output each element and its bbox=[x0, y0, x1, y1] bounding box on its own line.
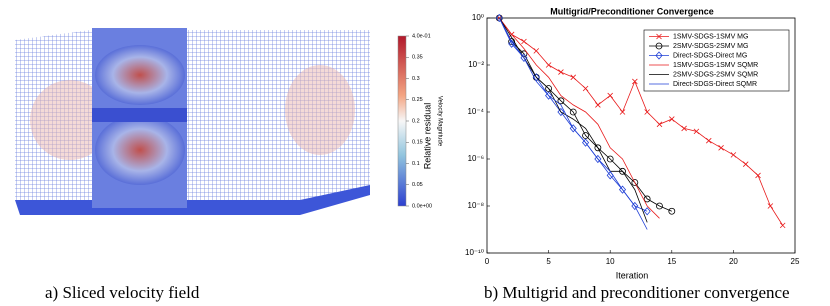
marker bbox=[569, 124, 577, 133]
legend-label: Direct-SDGS-Direct SQMR bbox=[673, 81, 757, 88]
x-tick-label: 0 bbox=[485, 257, 490, 266]
colorbar-tick-label: 0.35 bbox=[412, 55, 423, 61]
legend-label: 1SMV-SDGS-1SMV MG bbox=[673, 33, 748, 40]
colorbar-tick-label: 0.05 bbox=[412, 182, 423, 188]
marker bbox=[606, 155, 614, 163]
caption-a: a) Sliced velocity field bbox=[45, 283, 200, 302]
marker bbox=[570, 74, 577, 81]
marker bbox=[730, 152, 737, 158]
marker bbox=[643, 207, 651, 216]
marker bbox=[557, 97, 565, 105]
marker bbox=[631, 179, 639, 186]
marker bbox=[557, 107, 565, 117]
colorbar-tick-label: 0.3 bbox=[412, 76, 420, 82]
marker bbox=[508, 38, 516, 45]
series-line bbox=[498, 17, 648, 223]
marker bbox=[595, 102, 601, 108]
x-axis-label: Iteration bbox=[616, 270, 649, 280]
colorbar-tick-label: 0.1 bbox=[412, 161, 420, 167]
legend-label: 2SMV-SDGS-2SMV MG bbox=[673, 43, 748, 50]
colorbar-tick-label: 0.25 bbox=[412, 97, 423, 103]
y-tick-label: 10⁰ bbox=[472, 13, 484, 22]
marker bbox=[681, 125, 687, 132]
marker bbox=[742, 161, 749, 167]
colorbar-tick-label: 0.15 bbox=[412, 140, 423, 146]
marker bbox=[718, 145, 724, 151]
marker bbox=[632, 78, 638, 85]
marker bbox=[767, 203, 774, 209]
series-line bbox=[498, 17, 672, 212]
marker bbox=[668, 207, 676, 215]
marker bbox=[779, 222, 786, 229]
legend-label: 2SMV-SDGS-2SMV SQMR bbox=[673, 71, 758, 78]
marker bbox=[607, 92, 613, 99]
marker bbox=[643, 195, 651, 203]
colorbar bbox=[397, 35, 407, 207]
chart-title: Multigrid/Preconditioner Convergence bbox=[550, 6, 714, 16]
marker bbox=[558, 69, 564, 75]
marker bbox=[582, 85, 589, 92]
legend-marker bbox=[655, 42, 663, 50]
marker bbox=[619, 109, 626, 115]
y-tick-label: 10⁻² bbox=[468, 60, 484, 69]
colorbar-label: Velocity Magnitude bbox=[436, 96, 442, 147]
series-line bbox=[498, 17, 648, 230]
caption-b: b) Multigrid and preconditioner converge… bbox=[484, 283, 790, 302]
marker bbox=[656, 121, 663, 128]
marker bbox=[594, 154, 602, 164]
legend-label: 1SMV-SDGS-1SMV SQMR bbox=[673, 62, 758, 69]
marker bbox=[545, 62, 552, 68]
marker bbox=[656, 202, 663, 210]
y-tick-label: 10⁻⁴ bbox=[467, 107, 484, 116]
x-tick-label: 15 bbox=[667, 257, 676, 266]
legend-label: Direct-SDGS-Direct MG bbox=[673, 52, 747, 59]
colorbar-tick-label: 0.0e+00 bbox=[412, 203, 432, 209]
marker bbox=[669, 116, 675, 122]
x-tick-label: 20 bbox=[729, 257, 738, 266]
marker bbox=[521, 38, 527, 45]
y-tick-label: 10⁻⁸ bbox=[468, 201, 485, 210]
marker bbox=[755, 172, 761, 179]
y-axis-label: Relative residual bbox=[422, 103, 432, 170]
y-tick-label: 10⁻¹⁰ bbox=[465, 248, 484, 257]
marker bbox=[495, 13, 503, 23]
plot-frame bbox=[486, 17, 796, 254]
legend-marker bbox=[655, 51, 663, 60]
marker bbox=[705, 137, 712, 144]
marker bbox=[618, 185, 627, 194]
marker bbox=[594, 144, 602, 152]
marker bbox=[631, 201, 639, 211]
series-line bbox=[498, 17, 660, 219]
marker bbox=[533, 48, 540, 54]
y-tick-label: 10⁻⁶ bbox=[468, 154, 484, 163]
marker bbox=[520, 53, 528, 63]
marker bbox=[508, 39, 516, 48]
legend-marker bbox=[656, 33, 662, 40]
marker bbox=[545, 91, 553, 100]
marker bbox=[582, 138, 590, 147]
velocity-field-image bbox=[15, 28, 370, 215]
marker bbox=[569, 108, 577, 116]
colorbar-tick-label: 4.0e-01 bbox=[412, 33, 431, 39]
colorbar-tick-label: 0.2 bbox=[412, 118, 420, 124]
x-tick-label: 10 bbox=[606, 257, 615, 266]
marker bbox=[693, 128, 700, 135]
marker bbox=[644, 109, 650, 115]
legend-box bbox=[643, 29, 790, 92]
x-tick-label: 5 bbox=[546, 257, 551, 266]
x-tick-label: 25 bbox=[791, 257, 800, 266]
